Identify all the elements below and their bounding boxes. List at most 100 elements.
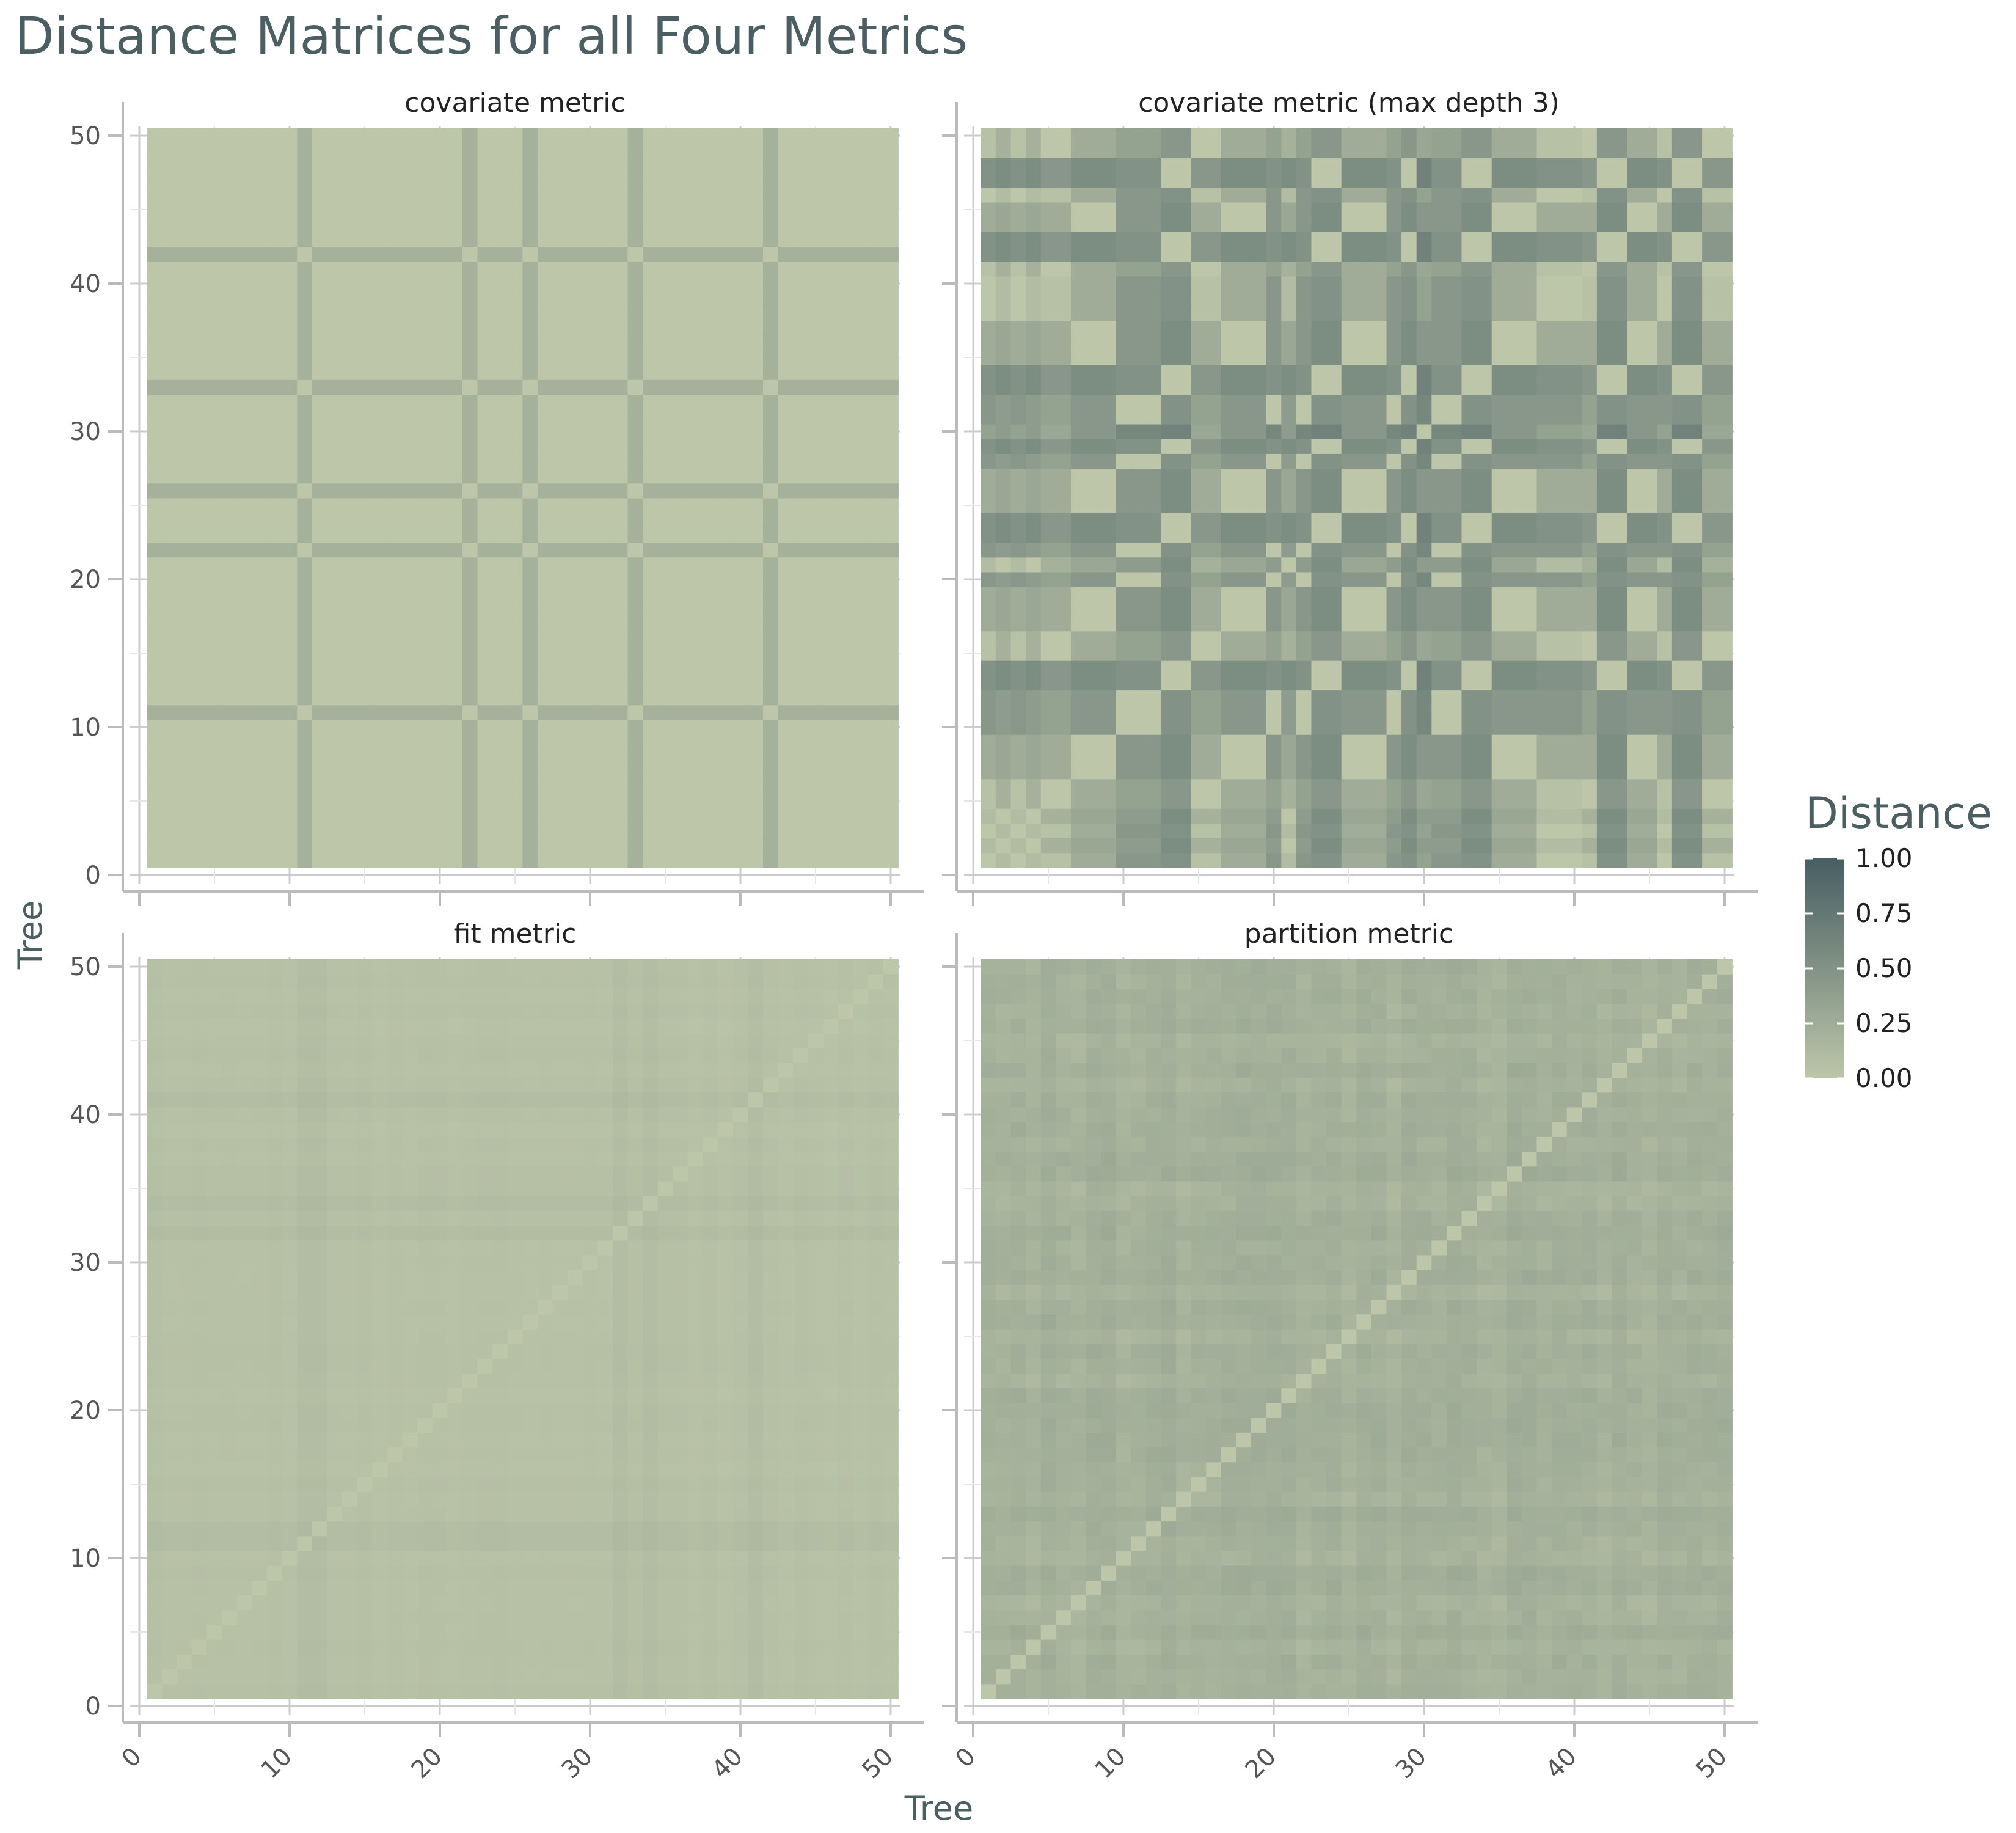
- heatmap-cell: [1371, 497, 1387, 513]
- heatmap-cell: [1627, 808, 1643, 824]
- heatmap-cell: [703, 542, 718, 558]
- heatmap-cell: [1326, 217, 1342, 232]
- heatmap-cell: [507, 793, 523, 809]
- heatmap-cell: [282, 453, 298, 469]
- heatmap-cell: [1642, 423, 1657, 439]
- heatmap-cell: [1386, 246, 1402, 262]
- heatmap-cell: [327, 335, 343, 351]
- heatmap-cell: [718, 571, 734, 587]
- heatmap-cell: [1341, 764, 1357, 780]
- heatmap-cell: [1191, 823, 1207, 839]
- heatmap-cell: [1311, 246, 1327, 262]
- heatmap-cell: [703, 793, 718, 809]
- heatmap-cell: [297, 513, 313, 528]
- heatmap-cell: [1566, 394, 1582, 410]
- heatmap-cell: [1221, 335, 1237, 351]
- heatmap-cell: [838, 365, 854, 380]
- heatmap-cell: [1596, 542, 1613, 558]
- heatmap-cell: [357, 276, 373, 291]
- heatmap-cell: [732, 616, 748, 632]
- heatmap-cell: [252, 261, 268, 277]
- heatmap-cell: [1416, 276, 1432, 291]
- heatmap-cell: [357, 808, 373, 824]
- heatmap-cell: [995, 320, 1012, 336]
- heatmap-cell: [492, 764, 508, 780]
- heatmap-cell: [703, 423, 718, 439]
- heatmap-cell: [748, 778, 764, 794]
- heatmap-cell: [357, 232, 373, 247]
- heatmap-cell: [1040, 527, 1056, 543]
- heatmap-cell: [222, 172, 238, 188]
- heatmap-cell: [1341, 838, 1357, 854]
- heatmap-cell: [1176, 852, 1192, 868]
- heatmap-cell: [1627, 778, 1643, 794]
- heatmap-cell: [981, 246, 996, 262]
- heatmap-cell: [1056, 497, 1072, 513]
- heatmap-cell: [1040, 423, 1056, 439]
- heatmap-cell: [657, 587, 673, 602]
- heatmap-cell: [627, 616, 643, 632]
- heatmap-cell: [627, 557, 643, 573]
- heatmap-cell: [462, 587, 478, 602]
- heatmap-cell: [732, 645, 748, 661]
- heatmap-cell: [1612, 409, 1627, 425]
- heatmap-cell: [1401, 601, 1417, 617]
- heatmap-cell: [643, 719, 659, 735]
- heatmap-cell: [793, 645, 809, 661]
- heatmap-cell: [327, 616, 343, 632]
- heatmap-cell: [206, 379, 222, 395]
- heatmap-cell: [147, 172, 163, 188]
- heatmap-cell: [1101, 158, 1117, 174]
- heatmap-cell: [1341, 823, 1357, 839]
- heatmap-cell: [1491, 409, 1507, 425]
- heatmap-cell: [372, 423, 388, 439]
- heatmap-cell: [1431, 808, 1447, 824]
- heatmap-cell: [1086, 202, 1101, 218]
- heatmap-cell: [981, 734, 996, 750]
- heatmap-cell: [612, 764, 629, 780]
- heatmap-cell: [1371, 483, 1387, 499]
- heatmap-cell: [537, 349, 553, 365]
- heatmap-cell: [1596, 128, 1613, 144]
- heatmap-cell: [147, 349, 163, 365]
- heatmap-cell: [432, 276, 448, 291]
- heatmap-cell: [1536, 557, 1552, 573]
- heatmap-cell: [357, 778, 373, 794]
- heatmap-cell: [1145, 291, 1162, 306]
- heatmap-cell: [657, 601, 673, 617]
- heatmap-cell: [282, 808, 298, 824]
- heatmap-cell: [1311, 276, 1327, 291]
- heatmap-cell: [1281, 778, 1297, 794]
- heatmap-cell: [222, 246, 238, 262]
- heatmap-cell: [297, 778, 313, 794]
- heatmap-cell: [1176, 719, 1192, 735]
- heatmap-cell: [1145, 306, 1162, 321]
- heatmap-cell: [1401, 143, 1417, 158]
- heatmap-cell: [1627, 276, 1643, 291]
- heatmap-cell: [1356, 306, 1372, 321]
- heatmap-cell: [402, 542, 418, 558]
- heatmap-cell: [868, 734, 884, 750]
- heatmap-cell: [327, 468, 343, 484]
- heatmap-cell: [312, 217, 328, 232]
- panel-title: covariate metric (max depth 3): [1138, 87, 1560, 119]
- heatmap-cell: [657, 483, 673, 499]
- heatmap-cell: [1266, 217, 1282, 232]
- heatmap-cell: [1627, 439, 1643, 454]
- heatmap-cell: [1552, 246, 1568, 262]
- heatmap-cell: [192, 423, 208, 439]
- heatmap-cell: [1461, 734, 1477, 750]
- heatmap-cell: [1326, 232, 1342, 247]
- heatmap-cell: [1056, 587, 1072, 602]
- heatmap-cell: [177, 704, 192, 720]
- heatmap-cell: [477, 483, 493, 499]
- heatmap-cell: [995, 793, 1012, 809]
- heatmap-cell: [808, 764, 824, 780]
- heatmap-cell: [387, 631, 403, 646]
- heatmap-cell: [597, 704, 613, 720]
- heatmap-cell: [1687, 838, 1703, 854]
- heatmap-cell: [372, 852, 388, 868]
- heatmap-cell: [1040, 513, 1056, 528]
- heatmap-cell: [1281, 453, 1297, 469]
- heatmap-cell: [582, 527, 598, 543]
